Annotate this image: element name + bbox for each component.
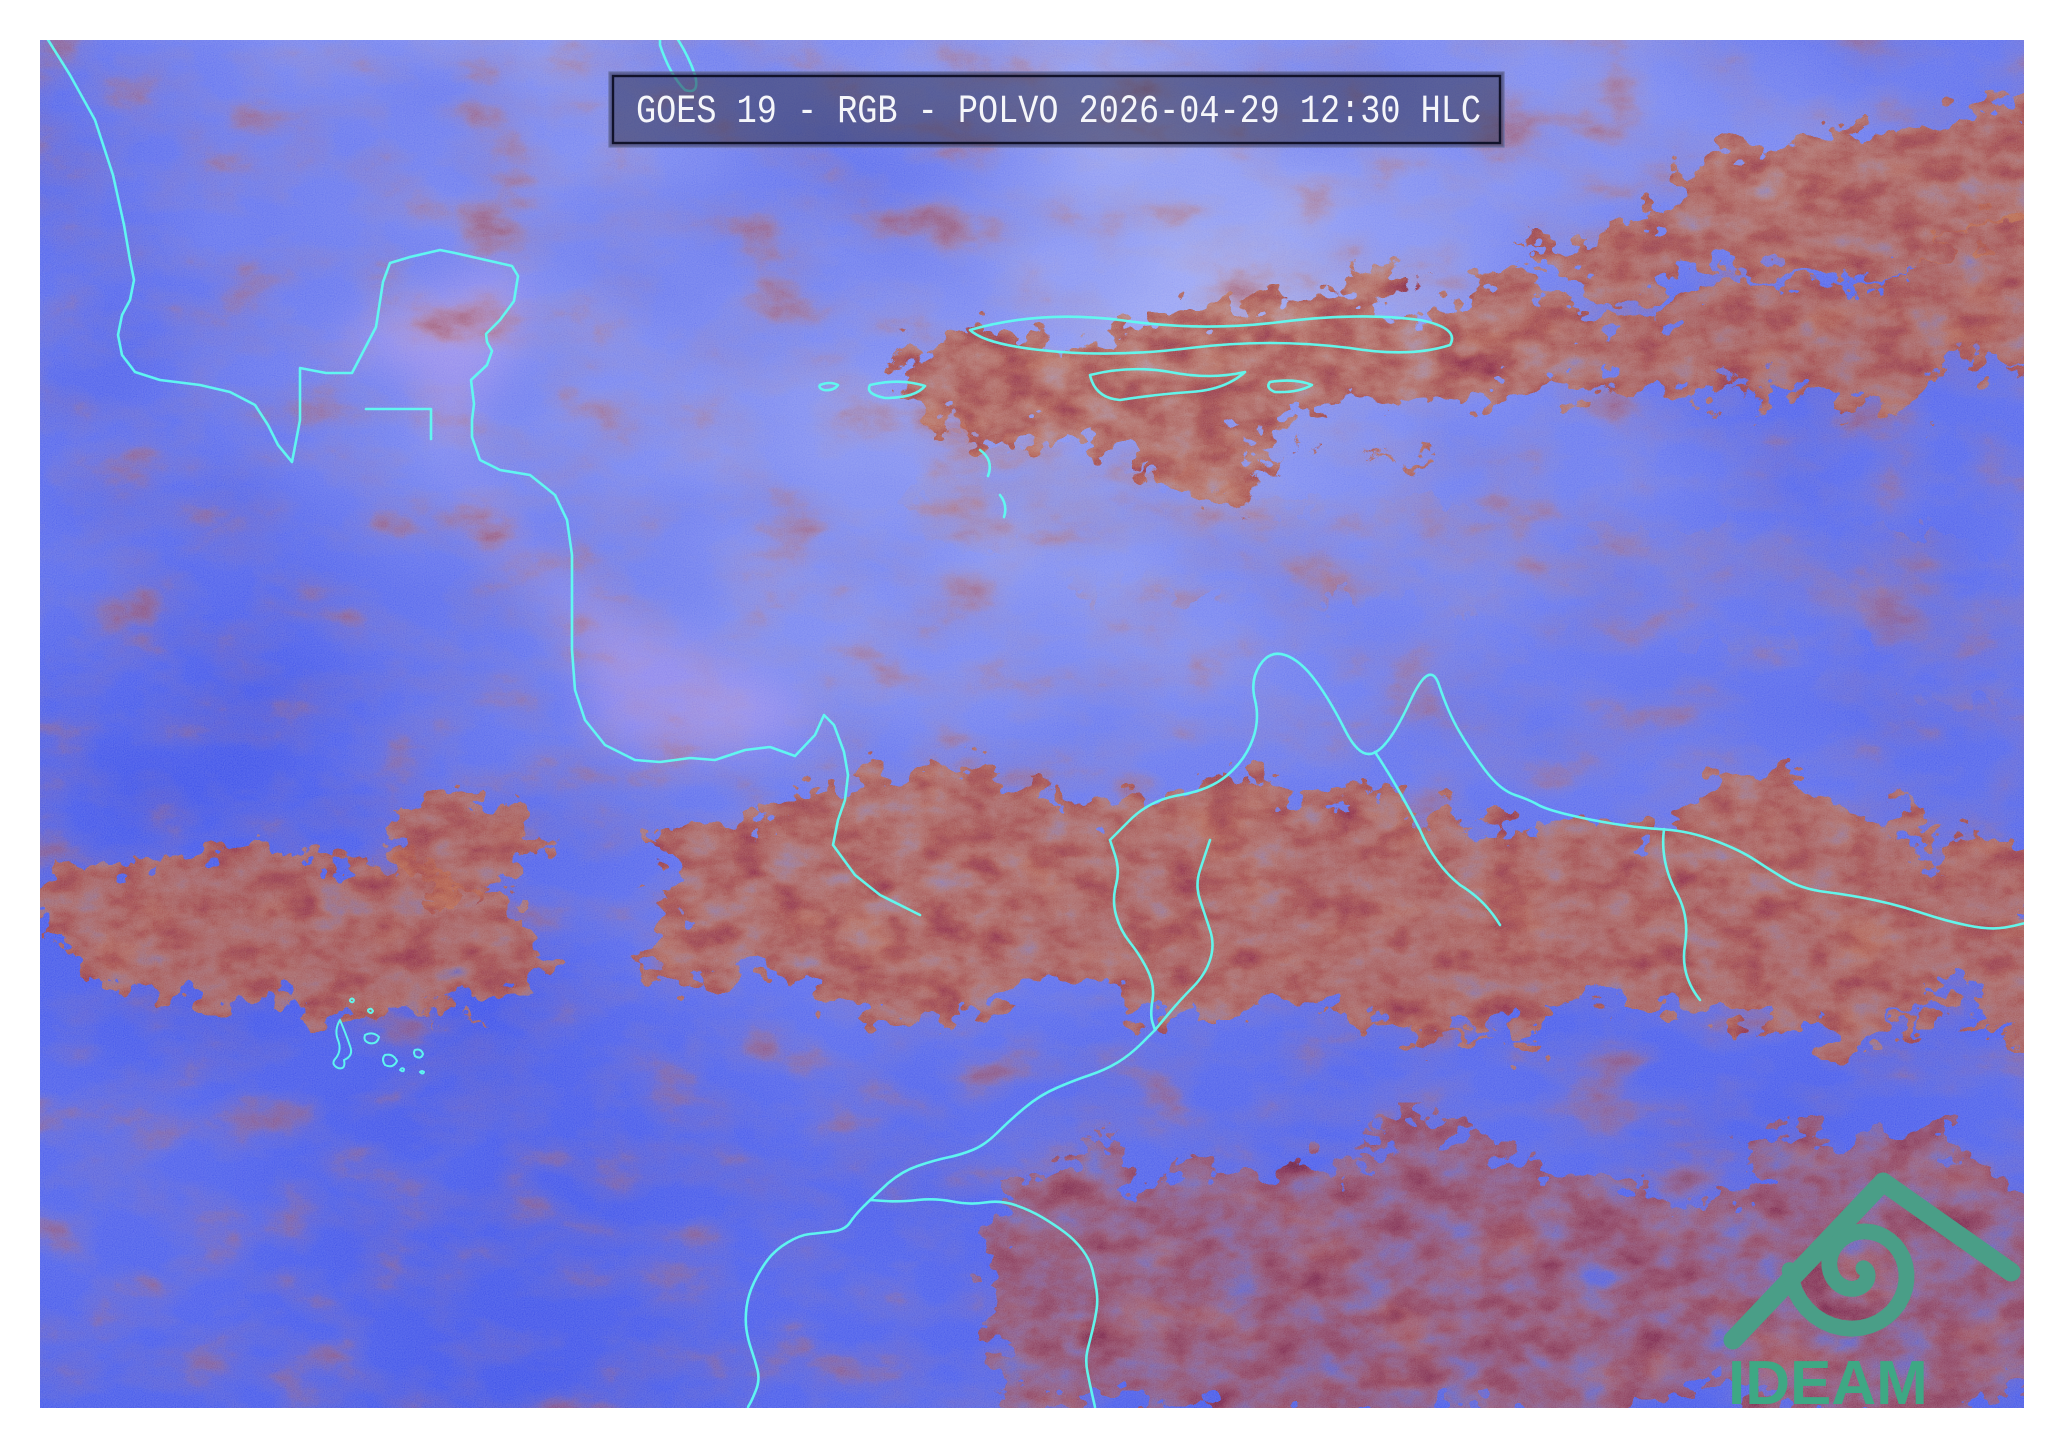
svg-text:IDEAM: IDEAM (1728, 1349, 1928, 1418)
svg-text:GOES 19 - RGB - POLVO 2026-04-: GOES 19 - RGB - POLVO 2026-04-29 12:30 H… (636, 90, 1481, 135)
